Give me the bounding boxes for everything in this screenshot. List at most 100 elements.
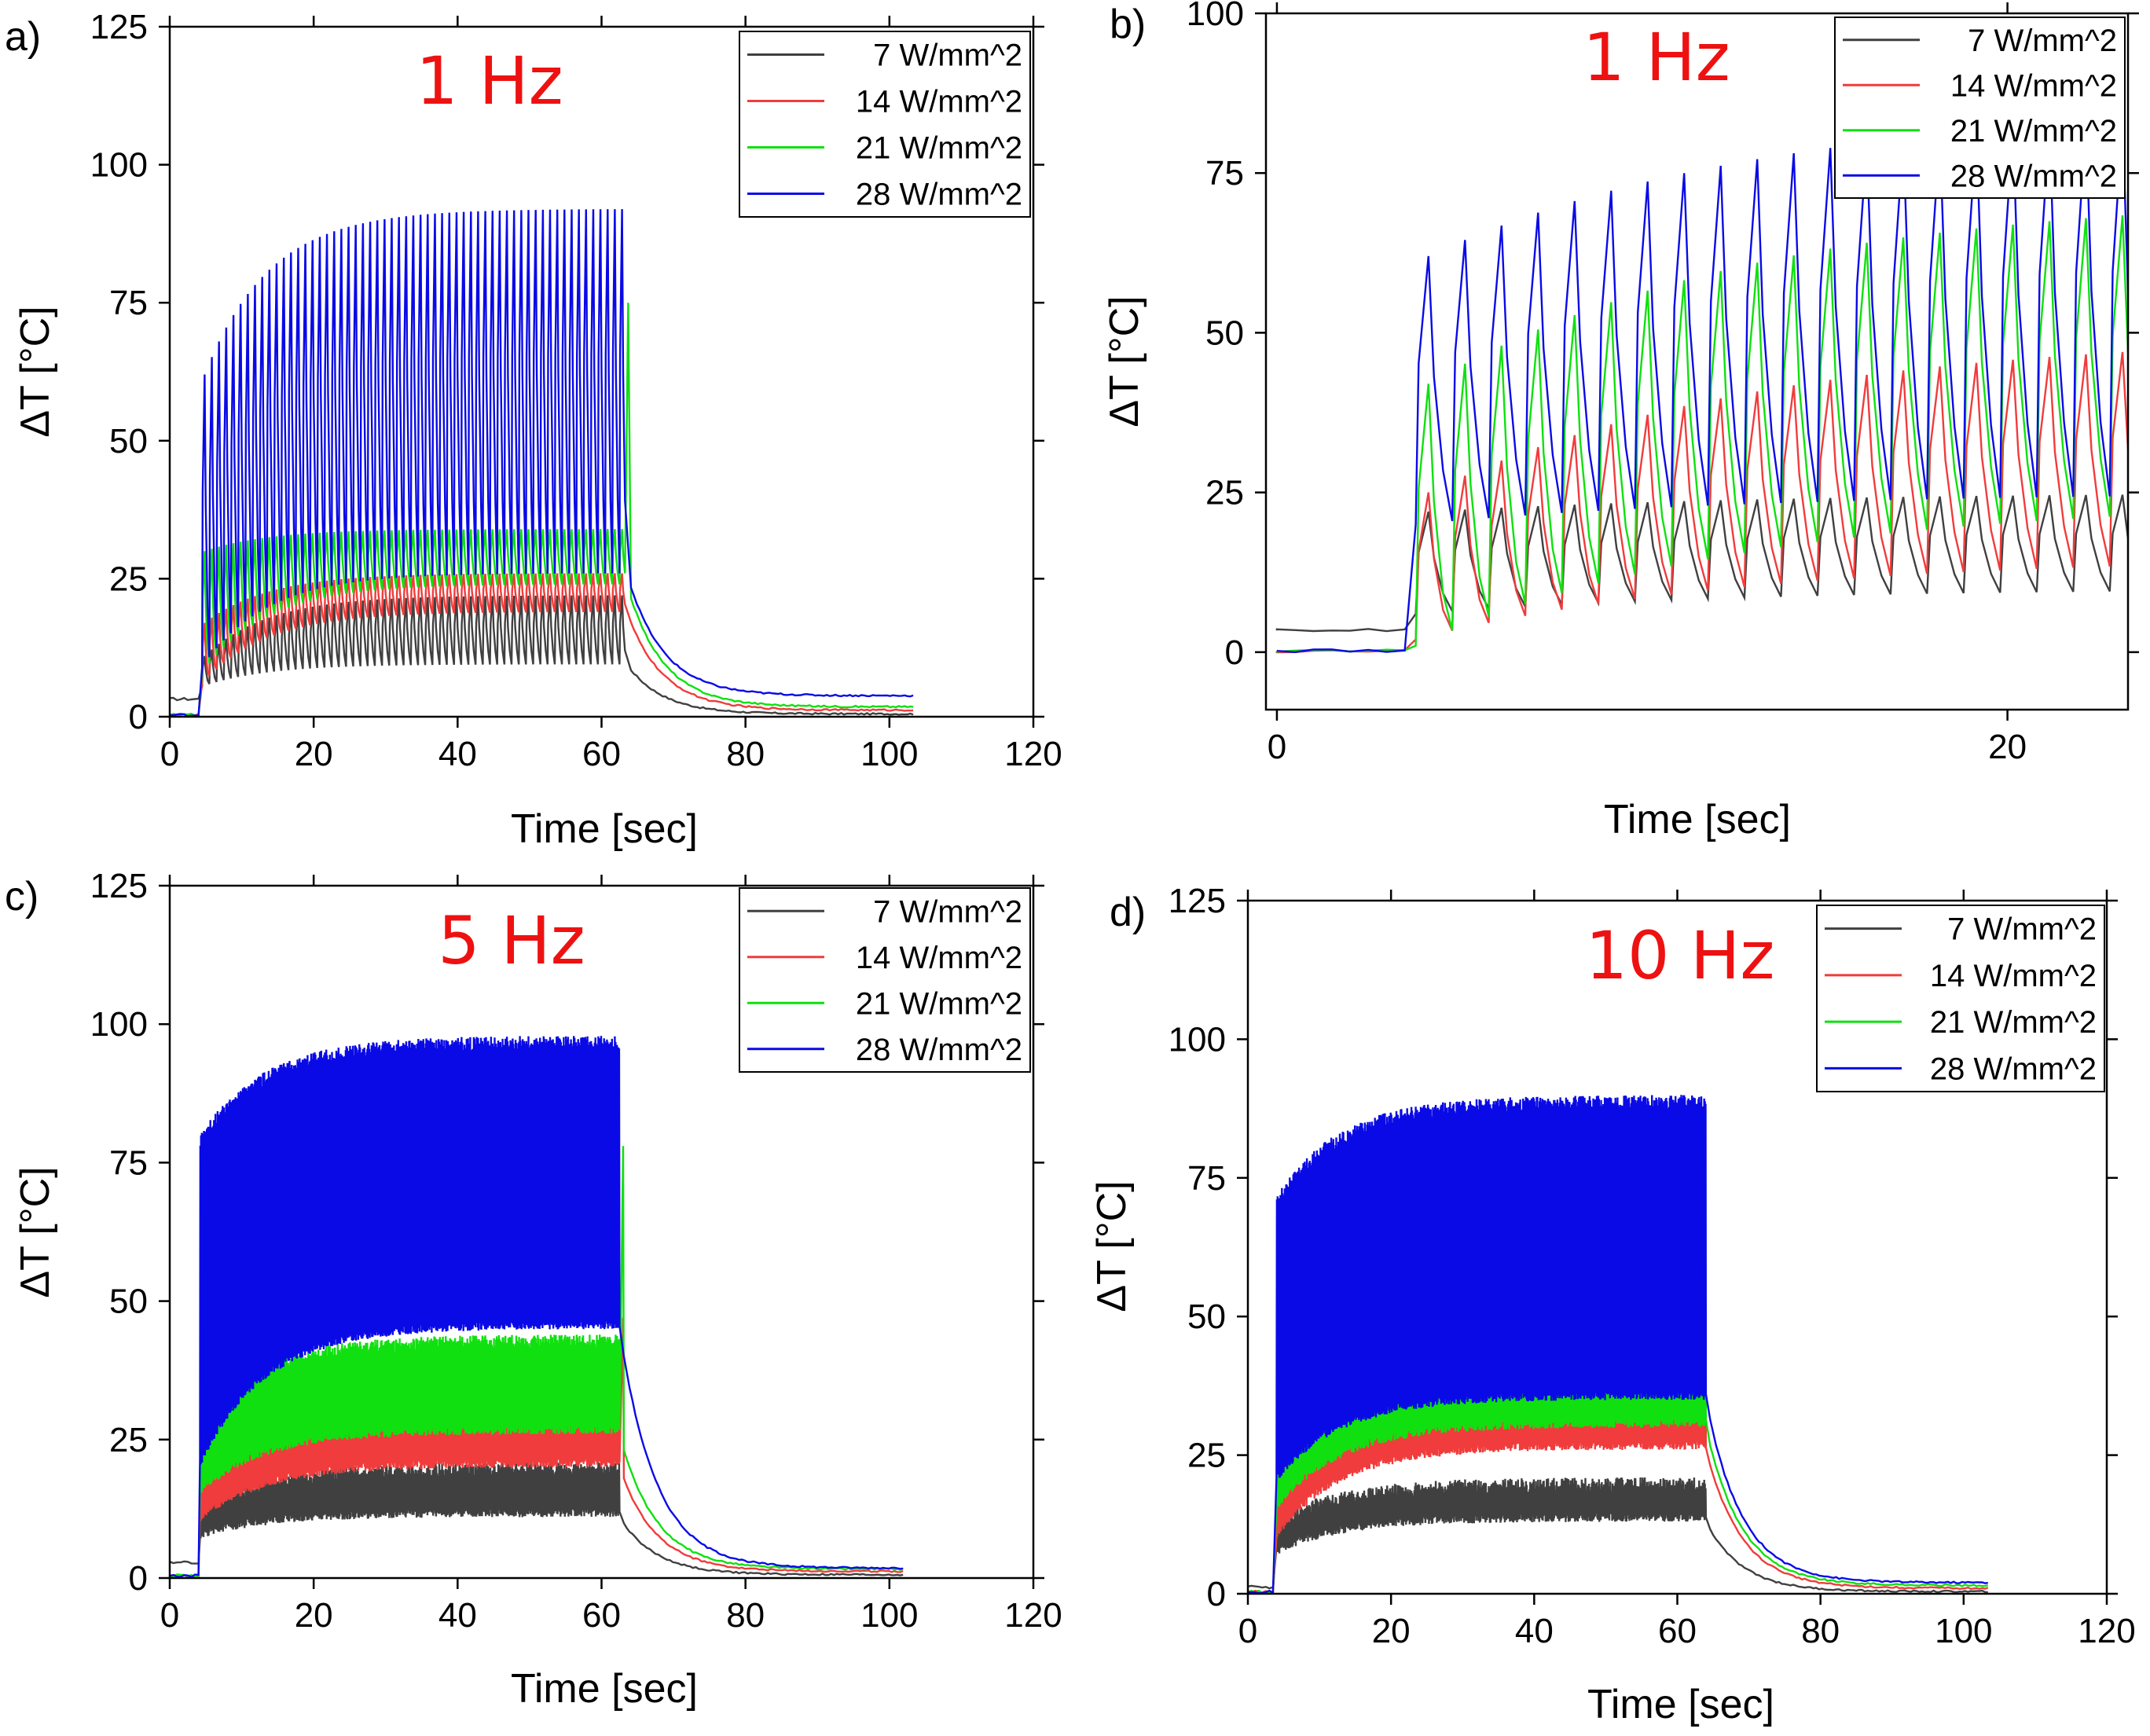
y-tick-label: 50	[1187, 1297, 1226, 1336]
x-tick-label: 100	[1935, 1612, 1992, 1650]
legend-entry: 14 W/mm^2	[1930, 959, 2097, 993]
legend-entry: 21 W/mm^2	[1930, 1005, 2097, 1040]
x-tick-label: 100	[860, 735, 918, 773]
x-axis-label: Time [sec]	[1587, 1682, 1774, 1727]
legend-box	[1816, 905, 2105, 1092]
series-line-14w	[1275, 351, 2128, 654]
panel-d: 0 20 40 60 80 100 120 0 25 50 75 100 125 Time [sec] ΔT…	[1089, 882, 2136, 1727]
series-line-21w	[170, 303, 914, 717]
x-tick-label: 80	[1801, 1612, 1840, 1650]
x-tick-label: 0	[1238, 1612, 1257, 1650]
series-line-7w	[1275, 494, 2128, 633]
y-tick-label: 50	[109, 422, 148, 461]
y-tick-label: 25	[109, 560, 148, 598]
series-line-7w	[1248, 1477, 1988, 1594]
x-tick-label: 40	[1515, 1612, 1554, 1650]
x-tick-label: 40	[438, 735, 477, 773]
panel-letter: a)	[5, 14, 41, 60]
legend-entry: 21 W/mm^2	[856, 131, 1022, 166]
x-axis-label: Time [sec]	[511, 806, 698, 852]
frequency-annotation: 10 Hz	[1586, 917, 1775, 994]
legend-entry: 7 W/mm^2	[1947, 912, 2097, 947]
y-tick-label: 0	[1207, 1575, 1226, 1613]
x-axis-label: Time [sec]	[511, 1666, 698, 1712]
y-axis-label: ΔT [°C]	[13, 306, 58, 437]
x-tick-label: 120	[1004, 1596, 1062, 1635]
panel-a: 0 20 40 60 80 100 120 0 25 50 75 100 125 Time [sec] ΔT…	[5, 8, 1062, 852]
x-tick-label: 60	[1658, 1612, 1697, 1650]
y-tick-label: 125	[90, 8, 148, 46]
series-line-7w	[170, 1462, 904, 1576]
y-tick-label: 25	[1205, 474, 1244, 512]
y-tick-label: 75	[109, 284, 148, 322]
panel-b: 0 20 0 25 50 75 100 Time [sec] ΔT [°C] b) 1 Hz 7 W/…	[1102, 0, 2139, 842]
series-line-28w	[1248, 1095, 1988, 1594]
y-tick-label: 100	[90, 146, 148, 185]
frequency-annotation: 5 Hz	[438, 902, 585, 979]
series-line-14w	[170, 573, 914, 717]
legend-entry: 7 W/mm^2	[873, 39, 1022, 73]
legend-entry: 28 W/mm^2	[1950, 159, 2117, 193]
legend-entry: 7 W/mm^2	[873, 894, 1022, 929]
legend: 7 W/mm^2 14 W/mm^2 21 W/mm^2 28 W/mm^2	[1816, 905, 2105, 1092]
y-axis-label: ΔT [°C]	[1089, 1180, 1135, 1312]
y-tick-label: 75	[1205, 154, 1244, 193]
y-tick-label: 100	[90, 1005, 148, 1044]
x-tick-label: 20	[295, 735, 333, 773]
y-tick-label: 75	[1187, 1159, 1226, 1198]
y-tick-label: 125	[1169, 882, 1226, 920]
x-tick-label: 120	[2078, 1612, 2135, 1650]
y-tick-label: 125	[90, 867, 148, 905]
legend-entry: 14 W/mm^2	[856, 941, 1022, 975]
legend-entry: 14 W/mm^2	[1950, 68, 2117, 103]
x-tick-label: 100	[860, 1596, 918, 1635]
legend-entry: 21 W/mm^2	[1950, 114, 2117, 149]
x-tick-label: 20	[1988, 728, 2027, 766]
x-tick-label: 40	[438, 1596, 477, 1635]
legend-entry: 28 W/mm^2	[856, 1033, 1022, 1067]
y-tick-label: 50	[1205, 314, 1244, 352]
y-tick-label: 0	[1225, 633, 1244, 672]
series-line-28w	[170, 209, 914, 717]
panel-letter: c)	[5, 874, 39, 919]
panel-letter: d)	[1110, 890, 1146, 935]
legend-entry: 28 W/mm^2	[856, 178, 1022, 212]
legend: 7 W/mm^2 14 W/mm^2 21 W/mm^2 28 W/mm^2	[739, 31, 1031, 218]
y-tick-label: 50	[109, 1283, 148, 1321]
y-axis-label: ΔT [°C]	[13, 1166, 58, 1297]
x-tick-label: 0	[160, 735, 179, 773]
plot-area	[170, 209, 914, 717]
series-line-21w	[170, 1146, 904, 1578]
x-tick-label: 0	[1268, 728, 1286, 766]
legend-box	[1834, 17, 2126, 199]
x-tick-label: 80	[726, 735, 765, 773]
legend-entry: 14 W/mm^2	[856, 85, 1022, 119]
frequency-annotation: 1 Hz	[1583, 19, 1730, 96]
legend: 7 W/mm^2 14 W/mm^2 21 W/mm^2 28 W/mm^2	[739, 887, 1031, 1073]
panel-letter: b)	[1110, 2, 1146, 47]
y-tick-label: 100	[1169, 1020, 1226, 1059]
plot-area	[1248, 1095, 1989, 1594]
legend-entry: 7 W/mm^2	[1968, 24, 2117, 58]
frequency-annotation: 1 Hz	[416, 42, 563, 119]
legend-entry: 21 W/mm^2	[856, 986, 1022, 1021]
y-tick-label: 25	[109, 1421, 148, 1459]
series-line-7w	[170, 595, 914, 716]
x-tick-label: 120	[1004, 735, 1062, 773]
y-axis-label: ΔT [°C]	[1102, 295, 1147, 427]
panel-c: 0 20 40 60 80 100 120 0 25 50 75 100 125 Time [sec] ΔT…	[5, 867, 1062, 1712]
x-tick-label: 60	[582, 735, 621, 773]
y-tick-label: 0	[129, 698, 148, 736]
y-tick-label: 25	[1187, 1437, 1226, 1475]
x-tick-label: 80	[726, 1596, 765, 1635]
legend: 7 W/mm^2 14 W/mm^2 21 W/mm^2 28 W/mm^2	[1834, 17, 2126, 199]
y-tick-label: 75	[109, 1143, 148, 1182]
legend-entry: 28 W/mm^2	[1930, 1052, 2097, 1086]
legend-box	[739, 31, 1031, 218]
y-tick-label: 0	[129, 1559, 148, 1598]
series-line-28w	[1276, 121, 2128, 654]
series-line-28w	[170, 1036, 904, 1578]
x-tick-label: 0	[160, 1596, 179, 1635]
plot-area	[170, 1036, 904, 1578]
